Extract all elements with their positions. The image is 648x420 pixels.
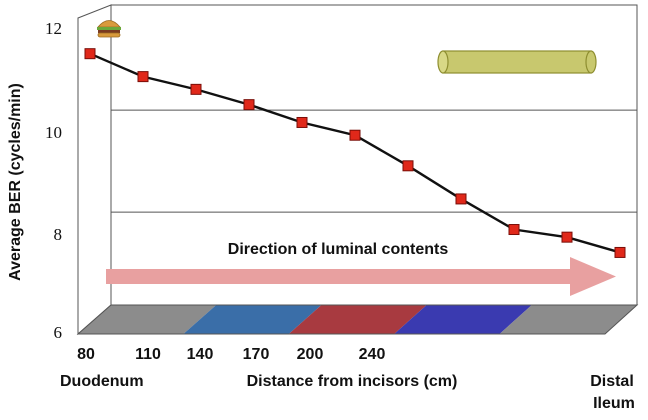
data-point-marker — [402, 160, 414, 172]
x-tick-label: 80 — [77, 346, 95, 363]
y-axis-ticks: 6 8 10 12 — [45, 19, 62, 342]
data-point-marker — [614, 246, 626, 258]
data-point-marker — [561, 231, 573, 243]
data-point-marker — [243, 99, 255, 111]
y-tick-label: 8 — [54, 225, 63, 244]
data-point-marker — [84, 48, 96, 60]
x-tick-label: 140 — [187, 346, 214, 363]
y-axis-label: Average BER (cycles/min) — [7, 83, 24, 281]
data-point-marker — [137, 71, 149, 83]
data-point-marker — [349, 129, 361, 141]
cylinder-icon — [437, 50, 597, 74]
x-axis-ticks: 80 110 140 170 200 240 — [77, 346, 385, 363]
x-tick-label: 110 — [135, 346, 161, 363]
data-point-marker — [296, 116, 308, 128]
luminal-direction-arrow — [106, 257, 616, 296]
arrow-label: Direction of luminal contents — [228, 241, 449, 258]
floor-segment — [288, 305, 427, 334]
gridlines — [111, 109, 637, 213]
x-tick-label: 240 — [359, 346, 386, 363]
floor-segment — [183, 305, 322, 334]
right-end-label-line1: Distal — [590, 373, 634, 390]
chart-floor — [76, 304, 639, 335]
x-tick-label: 200 — [297, 346, 324, 363]
floor-segment — [499, 305, 637, 334]
floor-segment — [394, 305, 532, 334]
x-axis-label: Distance from incisors (cm) — [247, 373, 458, 390]
data-point-marker — [508, 224, 520, 236]
y-tick-label: 12 — [45, 19, 62, 38]
floor-outline — [76, 304, 639, 335]
back-wall — [110, 4, 638, 306]
data-point-marker — [455, 193, 467, 205]
data-point-marker — [190, 83, 202, 95]
series-line — [84, 48, 626, 258]
x-tick-label: 170 — [243, 346, 270, 363]
y-tick-label: 10 — [45, 123, 62, 142]
floor-segment — [78, 305, 217, 334]
burger-icon — [97, 20, 121, 38]
right-end-label-line2: Ileum — [593, 395, 635, 412]
y-tick-label: 6 — [54, 323, 63, 342]
left-end-label: Duodenum — [60, 373, 144, 390]
